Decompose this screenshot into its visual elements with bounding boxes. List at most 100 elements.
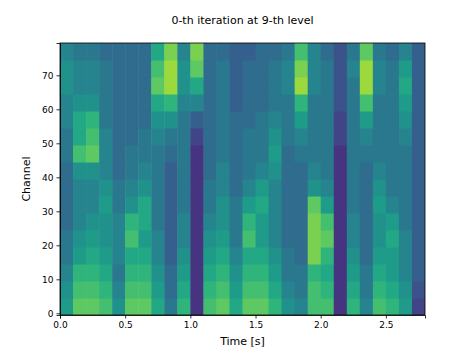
- cell: [386, 94, 400, 112]
- cell: [73, 281, 87, 299]
- tick-mark: [256, 315, 257, 319]
- cell: [164, 264, 178, 282]
- cell: [164, 162, 178, 180]
- cell: [334, 196, 348, 214]
- cell: [138, 298, 152, 315]
- cell: [347, 60, 361, 78]
- cell: [386, 60, 400, 78]
- tick-label: 10: [42, 275, 54, 285]
- cell: [282, 128, 296, 146]
- cell: [347, 94, 361, 112]
- cell: [151, 60, 165, 78]
- cell: [412, 230, 425, 248]
- cell: [177, 77, 191, 95]
- cell: [203, 111, 217, 129]
- cell: [177, 213, 191, 231]
- cell: [164, 77, 178, 95]
- cell: [334, 60, 348, 78]
- cell: [347, 77, 361, 95]
- cell: [243, 281, 257, 299]
- cell: [282, 162, 296, 180]
- cell: [112, 264, 126, 282]
- cell: [321, 128, 335, 146]
- cell: [138, 128, 152, 146]
- cell: [86, 196, 100, 214]
- cell: [308, 94, 322, 112]
- cell: [360, 145, 374, 163]
- tick-mark: [57, 109, 61, 110]
- cell: [243, 298, 257, 315]
- cell: [386, 43, 400, 61]
- cell: [177, 281, 191, 299]
- cell: [386, 196, 400, 214]
- cell: [360, 60, 374, 78]
- cell: [412, 43, 425, 61]
- cell: [321, 196, 335, 214]
- cell: [203, 281, 217, 299]
- tick-mark: [57, 75, 61, 76]
- cell: [334, 162, 348, 180]
- cell: [86, 77, 100, 95]
- cell: [112, 128, 126, 146]
- tick-mark: [57, 279, 61, 280]
- cell: [373, 77, 387, 95]
- cell: [373, 145, 387, 163]
- cell: [269, 196, 283, 214]
- cell: [373, 128, 387, 146]
- cell: [360, 77, 374, 95]
- cell: [151, 247, 165, 265]
- cell: [164, 60, 178, 78]
- cell: [229, 162, 243, 180]
- cell: [190, 213, 204, 231]
- cell: [190, 77, 204, 95]
- tick: 0: [48, 309, 60, 319]
- cell: [347, 128, 361, 146]
- cell: [256, 281, 270, 299]
- cell: [256, 128, 270, 146]
- cell: [138, 43, 152, 61]
- cell: [151, 43, 165, 61]
- tick-label: 40: [42, 173, 54, 183]
- cell: [269, 111, 283, 129]
- cell: [125, 230, 139, 248]
- cell: [360, 264, 374, 282]
- cell: [138, 196, 152, 214]
- cell: [73, 162, 87, 180]
- cell: [347, 162, 361, 180]
- cell: [203, 94, 217, 112]
- cell: [112, 196, 126, 214]
- cell: [399, 298, 413, 315]
- axis-line: [61, 316, 426, 319]
- tick: 0.5: [119, 315, 133, 330]
- cell: [360, 230, 374, 248]
- cell: [308, 179, 322, 197]
- cell: [399, 213, 413, 231]
- tick: 70: [42, 71, 60, 81]
- cell: [412, 60, 425, 78]
- cell: [216, 179, 230, 197]
- cell: [164, 281, 178, 299]
- cell: [86, 43, 100, 61]
- cell: [151, 162, 165, 180]
- cell: [386, 111, 400, 129]
- cell: [347, 298, 361, 315]
- cell: [321, 213, 335, 231]
- cell: [347, 179, 361, 197]
- tick-mark: [57, 143, 61, 144]
- cell: [60, 179, 74, 197]
- cell: [151, 128, 165, 146]
- cell: [60, 145, 74, 163]
- cell: [99, 94, 113, 112]
- cell: [151, 298, 165, 315]
- cell: [412, 213, 425, 231]
- cell: [125, 264, 139, 282]
- cell: [203, 196, 217, 214]
- tick: 1.0: [184, 315, 199, 330]
- cell: [334, 247, 348, 265]
- tick-label: 50: [42, 139, 54, 149]
- cell: [282, 77, 296, 95]
- cell: [412, 264, 425, 282]
- cell: [99, 213, 113, 231]
- cell: [86, 94, 100, 112]
- cell: [216, 264, 230, 282]
